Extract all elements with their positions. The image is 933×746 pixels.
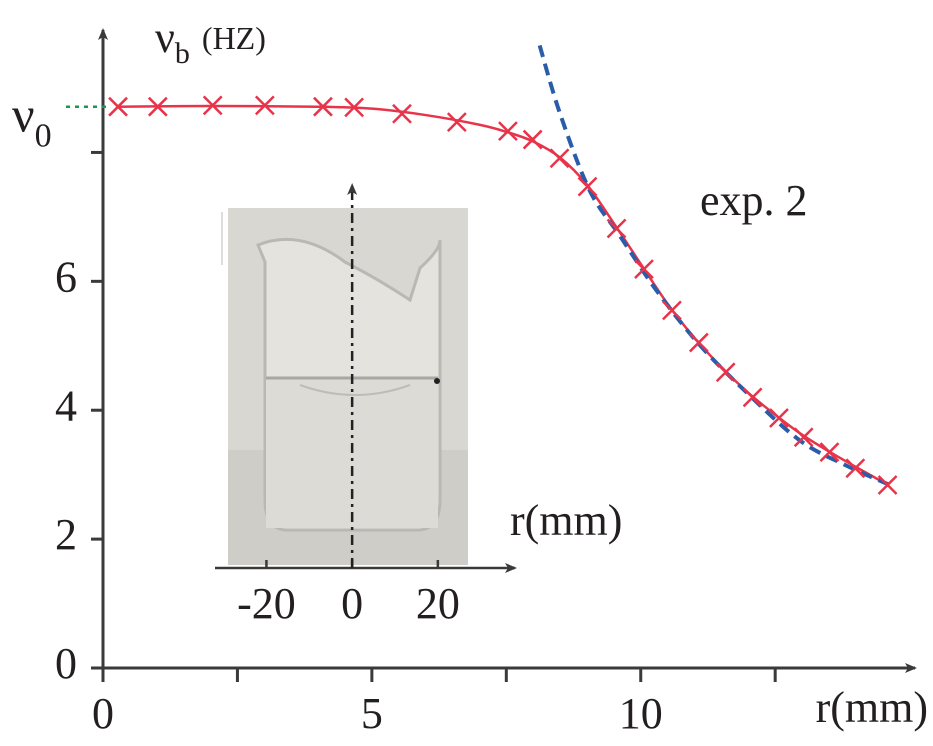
data-point [634,259,654,279]
x-tick-label: 10 [619,689,663,738]
data-point [662,300,682,321]
data-point [819,442,840,462]
data-point [688,332,709,353]
data-point [392,103,412,124]
data-point [606,218,627,239]
annotation: exp. 2 [700,176,808,225]
y-tick-label: 2 [55,510,77,559]
data-point [769,408,789,428]
x-axis-label: r(mm) [816,683,928,732]
data-point [742,387,763,408]
inset-x-label: r(mm) [510,496,622,545]
data-point [108,96,128,117]
data-point [793,427,814,448]
data-point [577,176,598,197]
data-point [549,148,570,169]
inset-photo [221,208,468,565]
data-point [446,112,467,133]
y-label-subscript: b [175,37,190,70]
data-point [877,475,898,495]
reference-symbol: ν [12,87,35,143]
inset-x-tick-label: 20 [416,579,460,628]
x-tick-label: 5 [361,689,383,738]
data-point [344,97,365,118]
data-point [522,129,543,150]
y-tick-label: 6 [55,252,77,301]
y-axis-label: νb (HZ) [155,13,266,70]
inset-x-tick-label: 0 [341,579,363,628]
y-label-unit: (HZ) [202,20,266,56]
data-point [147,96,168,117]
reference-label: ν0 [12,87,52,154]
fit-line [118,104,889,487]
y-tick-label: 0 [55,639,77,688]
y-label-symbol: ν [155,13,175,62]
data-point [254,95,275,116]
data-point [845,458,866,479]
reference-subscript: 0 [35,117,52,154]
data-point [715,362,736,383]
data-point [498,121,518,142]
x-tick-label: 0 [92,689,114,738]
asymptote-line [537,44,891,487]
data-point [313,96,333,117]
inset-x-tick-label: -20 [237,579,296,628]
data-point [202,95,223,116]
y-tick-label: 4 [55,381,77,430]
